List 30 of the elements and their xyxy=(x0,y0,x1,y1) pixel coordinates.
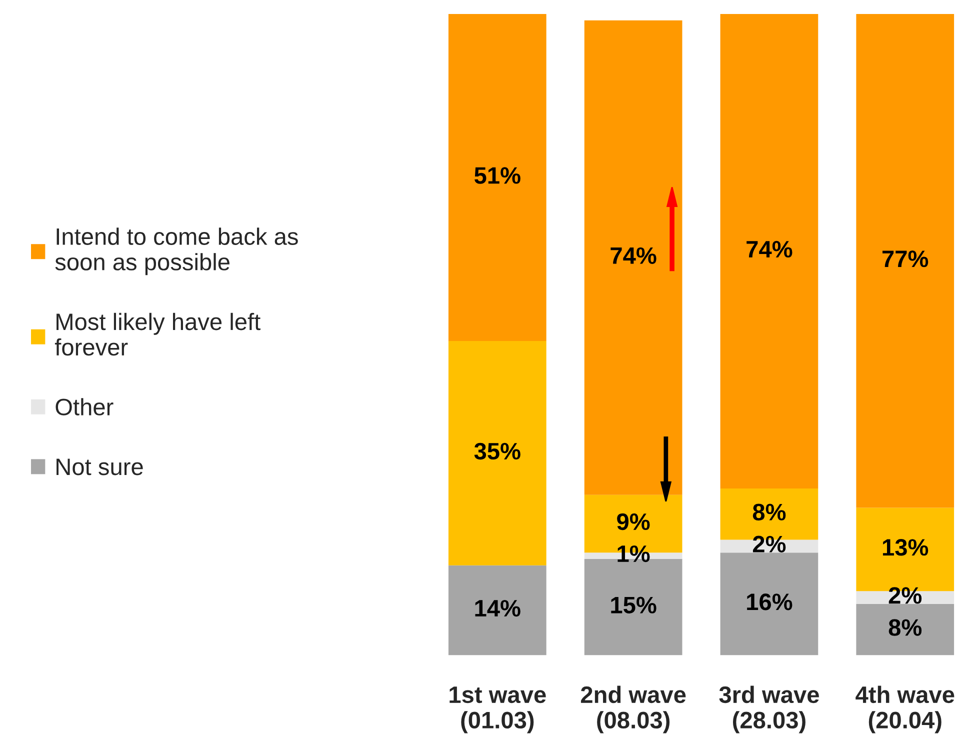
data-label: 8% xyxy=(752,504,786,520)
bar xyxy=(584,20,682,495)
data-label: 77% xyxy=(882,250,928,268)
bar xyxy=(448,565,546,656)
data-label: 2% xyxy=(888,587,922,604)
data-label: 35% xyxy=(474,442,520,460)
data-label: 13% xyxy=(882,539,928,556)
bar xyxy=(856,14,954,508)
legend-label: Most likely have left forever xyxy=(54,312,260,356)
data-label: 8% xyxy=(888,619,922,636)
bar xyxy=(720,14,818,488)
bar xyxy=(720,552,818,656)
data-label: 15% xyxy=(611,596,656,614)
x-tick-label: 2nd wave (08.03) xyxy=(580,686,686,734)
data-label: 14% xyxy=(475,600,520,617)
data-label: 74% xyxy=(746,240,792,258)
legend-label: Other xyxy=(56,398,114,416)
data-label: 74% xyxy=(610,247,656,264)
bar xyxy=(448,341,546,566)
bar xyxy=(856,604,954,656)
data-label: 16% xyxy=(747,594,792,610)
data-label: 2% xyxy=(752,536,786,552)
x-tick-label: 4th wave (20.04) xyxy=(856,686,954,734)
legend-label: Intend to come back as soon as possible xyxy=(55,228,298,276)
x-tick-label: 1st wave (01.03) xyxy=(450,686,546,734)
bar xyxy=(448,14,546,342)
data-label: 51% xyxy=(474,167,520,184)
data-label: 9% xyxy=(617,513,650,530)
legend-label: Not sure xyxy=(56,458,143,476)
x-tick-label: 3rd wave (28.03) xyxy=(719,686,819,734)
